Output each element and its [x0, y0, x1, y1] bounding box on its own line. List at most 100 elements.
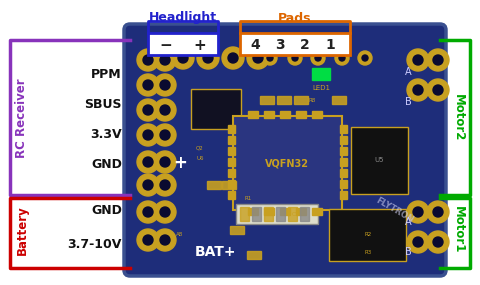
Circle shape [427, 201, 449, 223]
FancyBboxPatch shape [191, 89, 241, 129]
FancyBboxPatch shape [329, 209, 406, 261]
Text: VQFN32: VQFN32 [265, 158, 309, 168]
Circle shape [143, 105, 153, 115]
Circle shape [433, 207, 443, 217]
Bar [228, 180, 235, 188]
Circle shape [172, 47, 194, 69]
Circle shape [315, 55, 321, 61]
Text: U5: U5 [374, 157, 384, 163]
Circle shape [160, 235, 170, 245]
Bar [340, 125, 347, 133]
Bar [312, 68, 330, 80]
Circle shape [160, 207, 170, 217]
Bar [230, 226, 244, 234]
FancyBboxPatch shape [124, 24, 446, 276]
Circle shape [222, 47, 244, 69]
Circle shape [311, 51, 325, 65]
Bar [240, 33, 350, 55]
Circle shape [137, 229, 159, 251]
Text: 1: 1 [325, 38, 335, 52]
Bar [340, 169, 347, 177]
Circle shape [143, 235, 153, 245]
Text: B: B [405, 247, 411, 257]
Bar [280, 208, 290, 215]
Bar [340, 147, 347, 155]
Text: Motor2: Motor2 [452, 94, 465, 142]
Bar [264, 208, 274, 215]
Text: PPM: PPM [91, 68, 122, 82]
Text: C3: C3 [291, 213, 299, 217]
Text: Pads: Pads [278, 11, 312, 25]
Circle shape [247, 47, 269, 69]
Text: R8: R8 [308, 97, 316, 103]
Circle shape [413, 237, 423, 247]
Circle shape [407, 79, 429, 101]
Circle shape [413, 207, 423, 217]
Bar [240, 207, 249, 221]
Bar [294, 96, 308, 104]
Text: BAT+: BAT+ [194, 245, 236, 259]
Bar [277, 96, 291, 104]
Text: −: − [160, 38, 172, 52]
Bar [340, 158, 347, 166]
Text: A8: A8 [176, 233, 184, 237]
Text: GND: GND [91, 158, 122, 172]
Circle shape [433, 55, 443, 65]
Circle shape [154, 49, 176, 71]
Circle shape [137, 151, 159, 173]
Text: 2: 2 [300, 38, 310, 52]
Bar [300, 207, 309, 221]
Text: +: + [173, 154, 187, 172]
Bar [222, 181, 236, 189]
Text: 3.7-10V: 3.7-10V [68, 239, 122, 251]
Bar [252, 207, 261, 221]
Bar [248, 208, 258, 215]
Circle shape [137, 74, 159, 96]
Bar [228, 136, 235, 144]
Bar [276, 207, 285, 221]
Bar [312, 208, 322, 215]
Text: 4: 4 [250, 38, 260, 52]
Circle shape [154, 201, 176, 223]
Text: LED1: LED1 [312, 85, 330, 91]
Bar [280, 111, 290, 118]
Bar [248, 111, 258, 118]
Circle shape [407, 201, 429, 223]
Bar [228, 125, 235, 133]
Circle shape [143, 55, 153, 65]
Circle shape [433, 85, 443, 95]
Text: Battery: Battery [15, 205, 28, 255]
Circle shape [154, 151, 176, 173]
Circle shape [362, 55, 368, 61]
Circle shape [154, 229, 176, 251]
Bar [340, 136, 347, 144]
Text: FLYTRON: FLYTRON [374, 196, 415, 224]
Circle shape [427, 231, 449, 253]
Circle shape [137, 201, 159, 223]
Bar [296, 208, 306, 215]
Bar [288, 207, 297, 221]
Text: GND: GND [91, 203, 122, 217]
Circle shape [160, 130, 170, 140]
Text: U6: U6 [196, 156, 204, 160]
Circle shape [137, 174, 159, 196]
Bar [228, 191, 235, 199]
Text: 3.3V: 3.3V [90, 129, 122, 141]
Circle shape [160, 55, 170, 65]
Circle shape [143, 80, 153, 90]
Bar [247, 251, 261, 259]
Circle shape [263, 51, 277, 65]
Circle shape [160, 80, 170, 90]
Circle shape [358, 51, 372, 65]
Circle shape [267, 55, 273, 61]
Circle shape [292, 55, 298, 61]
Bar [264, 111, 274, 118]
Bar [340, 191, 347, 199]
Circle shape [154, 124, 176, 146]
Bar [264, 207, 273, 221]
Circle shape [137, 124, 159, 146]
Text: A: A [405, 67, 411, 77]
Circle shape [143, 180, 153, 190]
Text: B: B [405, 97, 411, 107]
Text: SBUS: SBUS [84, 99, 122, 111]
